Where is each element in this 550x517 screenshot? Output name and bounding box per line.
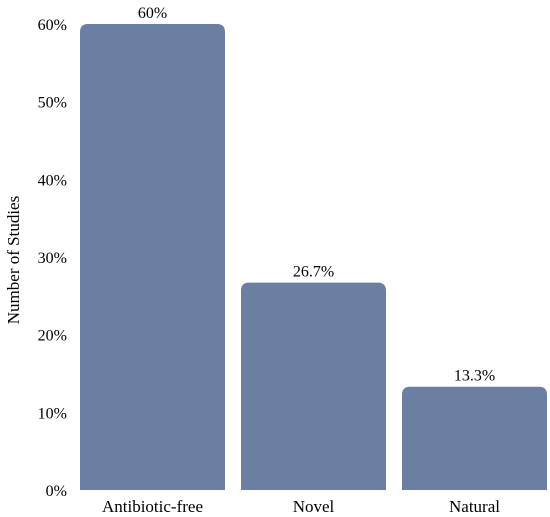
y-tick-label: 40% <box>38 172 67 189</box>
y-tick-label: 30% <box>38 250 67 267</box>
bar-novel <box>241 282 386 490</box>
y-tick-label: 50% <box>38 95 67 112</box>
y-axis-title: Number of Studies <box>4 196 23 324</box>
y-tick-label: 0% <box>46 483 67 500</box>
bar-value-label: 60% <box>138 5 167 22</box>
y-tick-label: 10% <box>38 405 67 422</box>
bar-natural <box>402 386 547 490</box>
bar-antibiotic-free <box>80 24 225 490</box>
y-tick-label: 60% <box>38 17 67 34</box>
x-category-label: Natural <box>449 497 500 516</box>
bar-value-label: 13.3% <box>454 368 495 385</box>
x-category-label: Antibiotic-free <box>102 497 203 516</box>
y-tick-label: 20% <box>38 328 67 345</box>
bar-value-label: 26.7% <box>293 264 334 281</box>
x-category-label: Novel <box>293 497 335 516</box>
